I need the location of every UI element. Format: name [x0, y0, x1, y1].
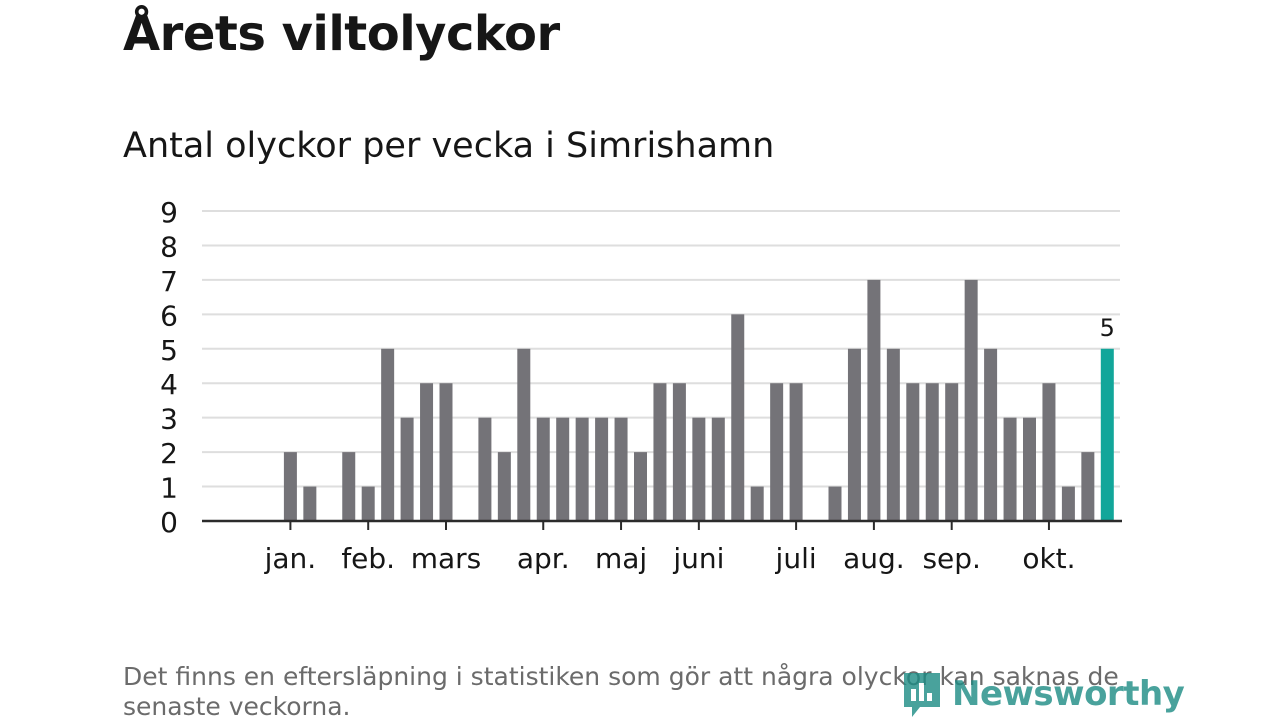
y-tick-label: 4: [160, 368, 178, 401]
bar: [575, 417, 589, 521]
chart-subtitle: Antal olyckor per vecka i Simrishamn: [123, 126, 775, 166]
bar: [420, 383, 434, 521]
y-tick-label: 7: [160, 265, 178, 298]
bar: [653, 383, 667, 521]
bar: [1081, 452, 1095, 521]
bar: [1023, 417, 1036, 521]
chart-title: Årets viltolyckor: [123, 6, 560, 62]
bar: [886, 348, 900, 521]
y-tick-label: 9: [160, 196, 178, 229]
bar: [731, 314, 745, 521]
bar: [692, 417, 706, 521]
bar: [517, 348, 531, 521]
bar: [964, 279, 978, 521]
bar: [556, 417, 570, 521]
newsworthy-logo-icon: [904, 673, 940, 717]
bar: [867, 279, 881, 521]
bar: [614, 417, 628, 521]
y-tick-label: 0: [160, 506, 178, 539]
bars: [283, 279, 1114, 521]
bar: [925, 383, 939, 521]
bar: [789, 383, 803, 521]
y-tick-label: 5: [160, 334, 178, 367]
bar: [750, 486, 764, 521]
bar: [770, 383, 784, 521]
bar: [711, 417, 725, 521]
data-labels: 5: [1100, 314, 1115, 342]
bar: [439, 383, 453, 521]
bar: [672, 383, 686, 521]
x-tick-label: juli: [775, 542, 817, 575]
x-tick-label: apr.: [517, 542, 570, 575]
newsworthy-logo: Newsworthy: [900, 668, 1185, 720]
bar: [381, 348, 395, 521]
x-tick-label: feb.: [341, 542, 395, 575]
y-tick-label: 8: [160, 230, 178, 263]
bar: [595, 417, 609, 521]
bar: [634, 452, 647, 521]
bar: [906, 383, 920, 521]
data-label: 5: [1100, 314, 1115, 342]
x-tick-label: jan.: [264, 542, 317, 575]
bar: [478, 417, 492, 521]
bar: [361, 486, 375, 521]
x-tick-label: aug.: [843, 542, 905, 575]
bar: [984, 348, 998, 521]
x-tick-label: sep.: [922, 542, 981, 575]
bar: [1042, 383, 1056, 521]
x-tick-label: maj: [595, 542, 647, 575]
bar: [497, 452, 511, 521]
bar: [400, 417, 414, 521]
y-tick-label: 6: [160, 299, 178, 332]
x-axis: jan. feb. mars apr. maj juni juli aug. sep. okt.: [202, 519, 1122, 575]
bar: [945, 383, 959, 521]
bar: [536, 417, 550, 521]
bar: [303, 486, 317, 521]
bar: [283, 452, 297, 521]
bar-highlight: [1100, 348, 1114, 521]
logo-text: Newsworthy: [952, 674, 1185, 714]
bar: [847, 348, 861, 521]
bar: [342, 452, 356, 521]
x-tick-label: okt.: [1022, 542, 1075, 575]
x-tick-label: mars: [411, 542, 482, 575]
y-tick-label: 2: [160, 437, 178, 470]
x-tick-label: juni: [672, 542, 724, 575]
footnote: Det finns en eftersläpning i statistiken…: [123, 662, 1119, 721]
bar: [1003, 417, 1017, 521]
bar: [1061, 486, 1075, 521]
y-tick-label: 3: [160, 403, 178, 436]
y-tick-label: 1: [160, 472, 178, 505]
bar: [828, 486, 842, 521]
